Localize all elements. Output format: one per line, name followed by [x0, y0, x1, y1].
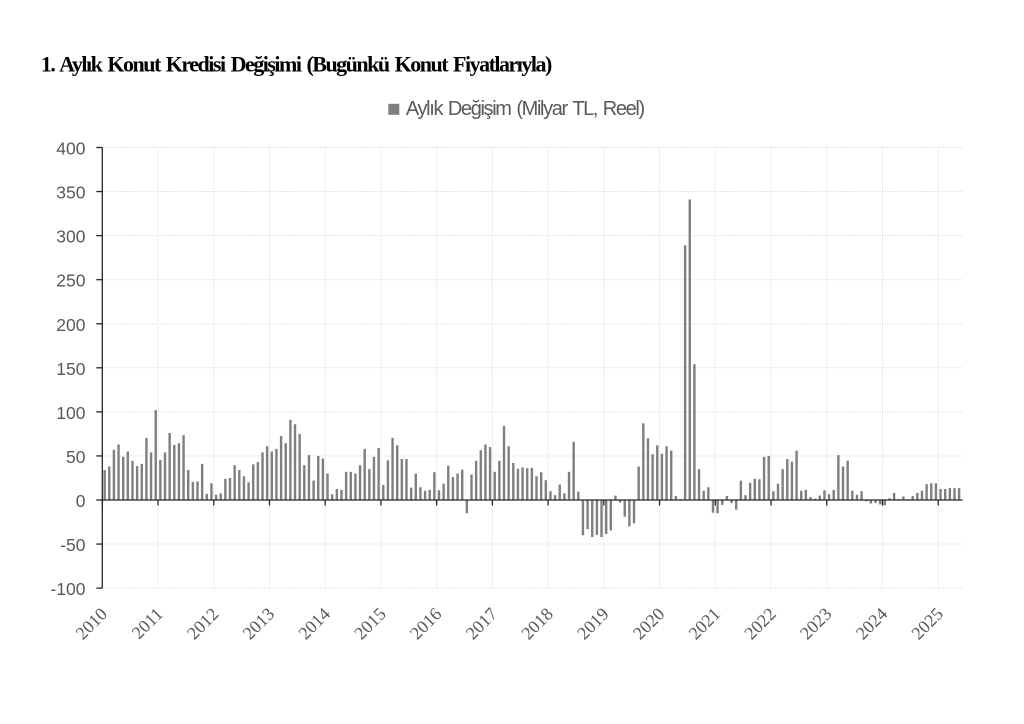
svg-text:1. Aylık Konut Kredisi Değişim: 1. Aylık Konut Kredisi Değişimi (Bugünkü… — [41, 51, 552, 76]
svg-text:150: 150 — [56, 359, 85, 379]
svg-text:0: 0 — [76, 491, 86, 511]
svg-text:200: 200 — [56, 315, 85, 335]
svg-text:100: 100 — [56, 403, 85, 423]
svg-text:400: 400 — [56, 139, 85, 159]
svg-text:250: 250 — [56, 271, 85, 291]
svg-text:-50: -50 — [60, 535, 86, 555]
svg-text:Aylık Değişim (Milyar TL, Reel: Aylık Değişim (Milyar TL, Reel) — [406, 98, 645, 120]
svg-text:350: 350 — [56, 183, 85, 203]
svg-text:300: 300 — [56, 227, 85, 247]
svg-text:50: 50 — [66, 447, 86, 467]
svg-text:-100: -100 — [50, 579, 85, 599]
